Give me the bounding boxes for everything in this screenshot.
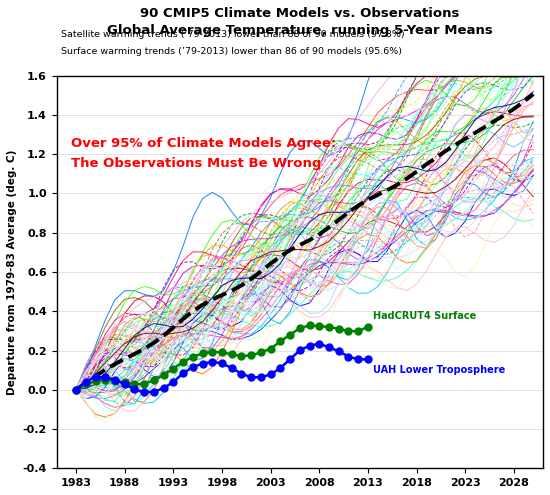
Text: HadCRUT4 Surface: HadCRUT4 Surface <box>373 311 476 321</box>
Text: The Observations Must Be Wrong: The Observations Must Be Wrong <box>71 157 322 170</box>
Y-axis label: Departure from 1979-83 Average (deg. C): Departure from 1979-83 Average (deg. C) <box>7 149 17 395</box>
Text: Satellite warming trends (’79-2013) lower than 88 of 90 models (97.8%): Satellite warming trends (’79-2013) lowe… <box>62 31 405 40</box>
Text: Over 95% of Climate Models Agree:: Over 95% of Climate Models Agree: <box>71 137 337 150</box>
Text: UAH Lower Troposphere: UAH Lower Troposphere <box>373 365 505 375</box>
Text: Surface warming trends (’79-2013) lower than 86 of 90 models (95.6%): Surface warming trends (’79-2013) lower … <box>62 48 403 56</box>
Title: 90 CMIP5 Climate Models vs. Observations
Global Average Temperature, running 5-Y: 90 CMIP5 Climate Models vs. Observations… <box>107 7 493 37</box>
